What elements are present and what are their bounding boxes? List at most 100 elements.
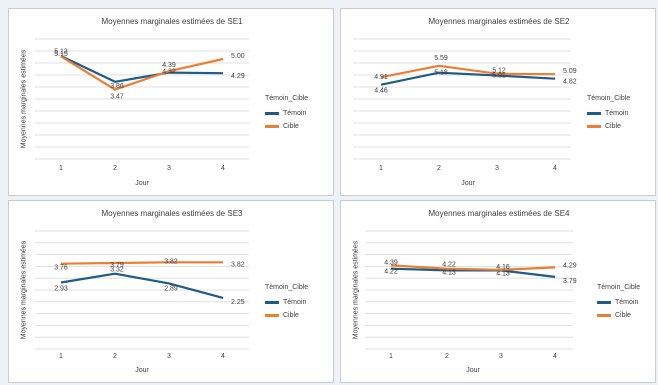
data-label: 4.82 <box>563 79 577 86</box>
x-tick-label: 3 <box>499 353 503 360</box>
series-line-t-moin <box>390 267 556 278</box>
legend-label: Témoin <box>283 299 307 306</box>
chart-svg: 1 2 3 4 Jour 4.46 5.18 5.01 4.82 4.91 5.59 5.12 5.09 <box>353 38 577 187</box>
data-label: 4.29 <box>231 73 245 80</box>
legend-item: Cible <box>265 123 308 130</box>
data-label: 4.29 <box>563 262 577 269</box>
data-label: 5.13 <box>54 48 68 55</box>
x-tick-label: 2 <box>445 353 449 360</box>
data-label: 5.15 <box>54 51 68 58</box>
data-label: 4.91 <box>374 74 388 81</box>
x-tick-label: 1 <box>59 353 63 360</box>
x-axis-label: Jour <box>135 180 149 187</box>
legend-item: Témoin <box>597 299 640 306</box>
x-tick-label: 2 <box>113 353 117 360</box>
x-tick-label: 2 <box>437 165 441 172</box>
chart-panel-se2: Moyennes marginales estimées de SE2 1 2 3 4 J… <box>340 8 656 196</box>
series-line-t-moin <box>60 55 224 83</box>
x-tick-label: 1 <box>59 165 63 172</box>
x-axis-label: Jour <box>461 180 475 187</box>
x-tick-label: 4 <box>221 353 225 360</box>
legend: Témoin_Cible Témoin Cible <box>597 284 640 325</box>
chart-svg: 1 2 3 4 Jour 2.93 3.32 2.89 2.25 3.76 3.79 3.82 3.82 <box>35 230 249 374</box>
legend-label: Cible <box>615 312 631 319</box>
x-tick-label: 3 <box>495 165 499 172</box>
chart-title: Moyennes marginales estimées de SE4 <box>428 209 570 218</box>
data-label: 4.13 <box>496 270 510 277</box>
x-tick-label: 4 <box>221 165 225 172</box>
chart-panel-se3: Moyennes marginales estimées de SE3 Moyen… <box>8 200 334 383</box>
data-label: 4.13 <box>442 269 456 276</box>
legend: Témoin_Cible Témoin Cible <box>587 95 630 136</box>
x-axis-label: Jour <box>135 367 149 374</box>
chart-panel-se1: Moyennes marginales estimées de SE1 Moyen… <box>8 8 334 196</box>
data-label: 5.12 <box>492 68 506 75</box>
data-label: 4.39 <box>384 259 398 266</box>
legend-item: Témoin <box>265 110 308 117</box>
x-tick-label: 4 <box>553 353 557 360</box>
data-label: 4.39 <box>162 62 176 69</box>
legend-item: Témoin <box>587 110 630 117</box>
data-label: 5.01 <box>492 73 506 80</box>
legend-title: Témoin_Cible <box>587 95 631 102</box>
data-label: 5.18 <box>434 70 448 77</box>
legend-item: Cible <box>587 123 630 130</box>
data-label: 4.22 <box>442 262 456 269</box>
data-label: 3.82 <box>164 258 178 265</box>
x-axis-label: Jour <box>466 367 480 374</box>
data-label: 2.89 <box>164 285 178 292</box>
chart-title: Moyennes marginales estimées de SE1 <box>101 17 243 26</box>
legend-swatch <box>587 125 601 128</box>
data-label: 3.47 <box>110 94 124 101</box>
legend-item: Cible <box>265 312 308 319</box>
data-label: 4.46 <box>374 88 388 95</box>
x-tick-label: 1 <box>389 353 393 360</box>
data-label: 3.86 <box>110 83 124 90</box>
legend-item: Cible <box>597 312 640 319</box>
data-label: 2.25 <box>231 299 245 306</box>
chart-title: Moyennes marginales estimées de SE2 <box>428 17 570 26</box>
legend-swatch <box>597 301 611 304</box>
legend: Témoin_Cible Témoin Cible <box>265 95 308 136</box>
legend-label: Cible <box>283 312 299 319</box>
data-label: 2.93 <box>54 286 68 293</box>
data-label: 4.32 <box>162 69 176 76</box>
legend-swatch <box>265 125 279 128</box>
legend-label: Témoin <box>605 110 629 117</box>
data-label: 3.76 <box>54 265 68 272</box>
series-line-t-moin <box>380 71 556 86</box>
series-line-cible <box>60 261 223 265</box>
series-line-cible <box>380 64 556 79</box>
chart-svg: 1 2 3 4 Jour 5.15 3.86 4.32 4.29 5.13 3.47 4.39 5.00 <box>35 38 249 187</box>
x-tick-label: 2 <box>113 165 117 172</box>
data-label: 3.79 <box>110 262 124 269</box>
series-line-cible <box>60 55 224 91</box>
legend-swatch <box>265 112 279 115</box>
data-label: 5.00 <box>231 53 245 60</box>
legend-title: Témoin_Cible <box>265 95 309 102</box>
legend-label: Cible <box>605 123 621 130</box>
legend-label: Cible <box>283 123 299 130</box>
legend-swatch <box>597 314 611 317</box>
data-label: 4.16 <box>496 264 510 271</box>
legend-title: Témoin_Cible <box>265 284 309 291</box>
legend-label: Témoin <box>615 299 639 306</box>
x-tick-label: 1 <box>379 165 383 172</box>
data-label: 5.09 <box>563 68 577 75</box>
x-tick-label: 4 <box>553 165 557 172</box>
legend-swatch <box>265 314 279 317</box>
legend-label: Témoin <box>283 110 307 117</box>
series-line-t-moin <box>60 272 224 299</box>
data-label: 3.79 <box>563 278 577 285</box>
chart-title: Moyennes marginales estimées de SE3 <box>101 209 243 218</box>
data-label: 3.32 <box>110 267 124 274</box>
legend-title: Témoin_Cible <box>597 284 641 291</box>
data-label: 4.22 <box>384 269 398 276</box>
data-label: 3.82 <box>231 261 245 268</box>
data-label: 5.59 <box>434 55 448 62</box>
legend-swatch <box>265 301 279 304</box>
chart-panel-se4: Moyennes marginales estimées de SE4 Moyen… <box>340 200 656 383</box>
series-line-cible <box>390 264 556 271</box>
legend-item: Témoin <box>265 299 308 306</box>
